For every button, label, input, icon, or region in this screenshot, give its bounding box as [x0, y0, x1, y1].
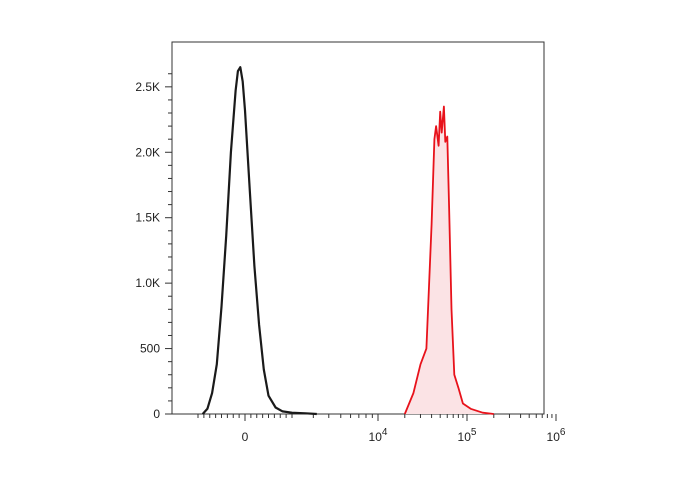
- x-tick-label: 104: [369, 427, 388, 444]
- x-tick-label: 106: [547, 427, 566, 444]
- y-tick-label: 500: [140, 342, 160, 356]
- x-tick-exponent: 6: [560, 427, 566, 438]
- y-tick-label: 0: [153, 407, 160, 421]
- x-tick-exponent: 4: [382, 427, 388, 438]
- plot-frame: [171, 41, 545, 415]
- y-tick-label: 2.5K: [135, 80, 160, 94]
- x-tick-label: 0: [242, 430, 249, 444]
- x-tick-exponent: 5: [471, 427, 477, 438]
- x-tick-base: 10: [458, 430, 472, 444]
- series-1-line: [403, 105, 494, 415]
- x-tick-base: 10: [547, 430, 561, 444]
- x-tick-base: 10: [369, 430, 383, 444]
- x-axis: 0 104 105 106: [197, 414, 566, 444]
- histogram-series: [201, 66, 494, 416]
- x-tick-base: 0: [242, 430, 249, 444]
- y-tick-label: 2.0K: [135, 145, 160, 159]
- y-axis: 0 500 1.0K 1.5K 2.0K 2.5K: [135, 73, 172, 421]
- y-tick-label: 1.5K: [135, 211, 160, 225]
- x-tick-label: 105: [458, 427, 477, 444]
- series-1-area: [404, 106, 494, 414]
- y-tick-label: 1.0K: [135, 276, 160, 290]
- series-0-line: [201, 66, 317, 416]
